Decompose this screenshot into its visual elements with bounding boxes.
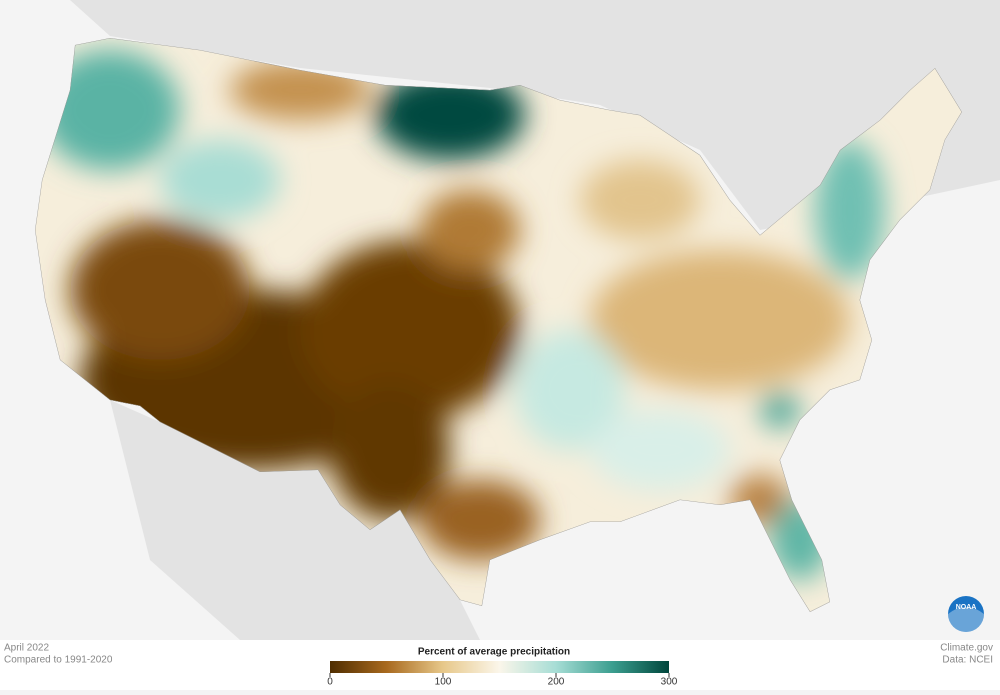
credit: Climate.gov <box>940 643 993 654</box>
noaa-logo <box>948 596 984 632</box>
legend-bar <box>330 661 669 673</box>
noaa-logo-wave <box>948 607 984 632</box>
baseline: Compared to 1991-2020 <box>4 655 113 666</box>
legend-tick-label: 300 <box>661 677 678 688</box>
date: April 2022 <box>4 643 49 654</box>
precip-field <box>40 50 885 580</box>
logo-text: NOAA <box>956 604 977 611</box>
source: Data: NCEI <box>942 655 993 666</box>
legend-tick-label: 200 <box>548 677 565 688</box>
mexico <box>110 400 480 640</box>
legend-title: Percent of average precipitation <box>418 647 570 658</box>
canada <box>0 0 1000 230</box>
legend-tick-label: 0 <box>327 677 333 688</box>
legend-tick-label: 100 <box>435 677 452 688</box>
